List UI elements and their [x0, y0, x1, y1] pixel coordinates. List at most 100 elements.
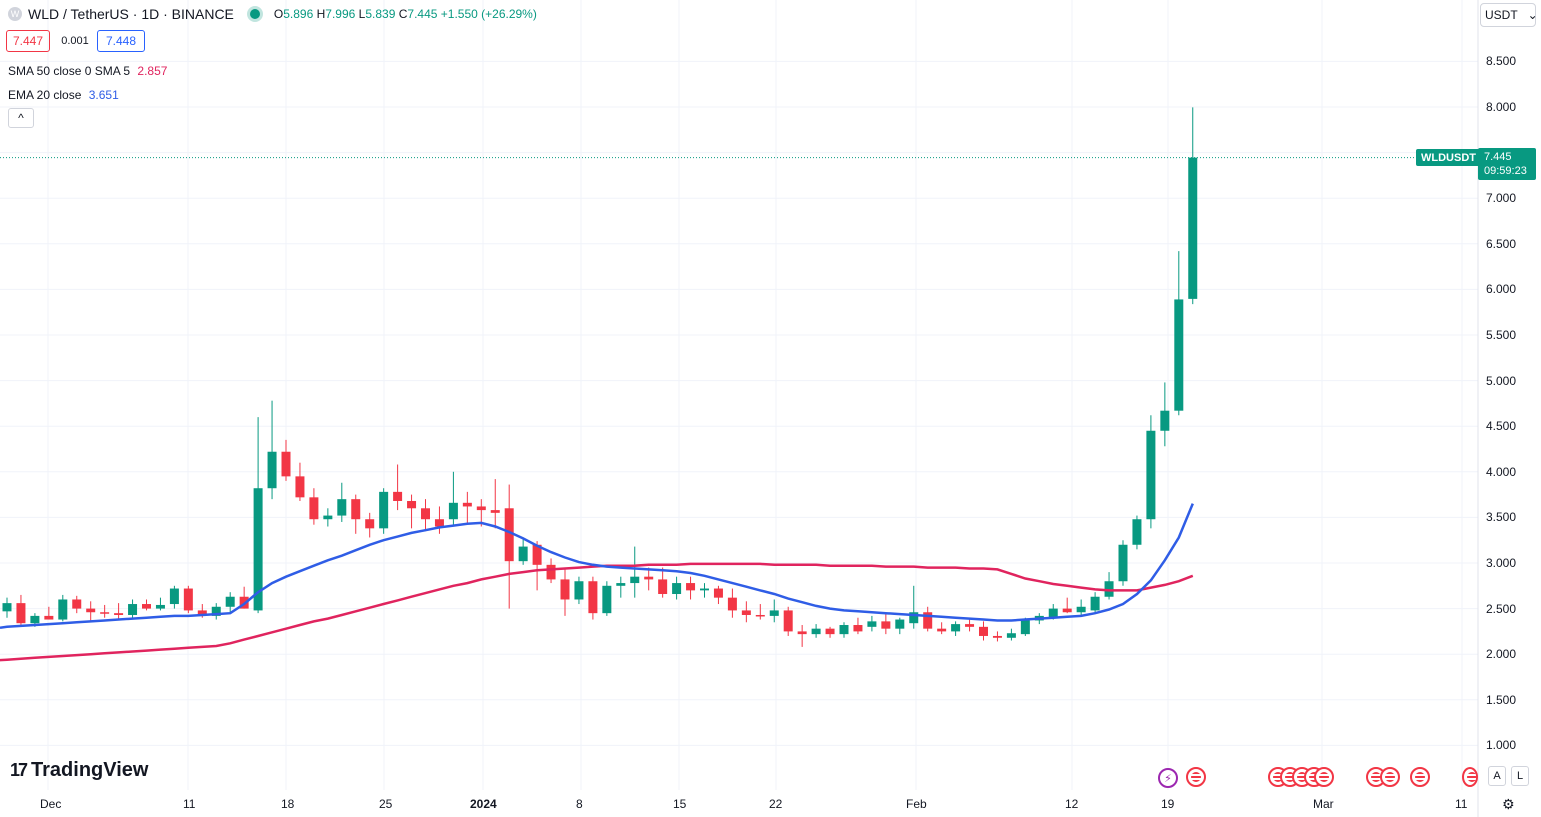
symbol-title[interactable]: WLD / TetherUS · 1D · BINANCE — [28, 6, 234, 22]
sma-indicator-legend[interactable]: SMA 50 close 0 SMA 5 2.857 — [8, 64, 167, 78]
candle — [448, 471, 458, 527]
candle — [58, 594, 68, 622]
candle — [783, 606, 793, 636]
candle-body — [44, 615, 54, 620]
candle-body — [2, 603, 12, 612]
candle — [504, 484, 514, 609]
candle-body — [630, 576, 640, 584]
currency-select[interactable]: USDT ⌄ — [1480, 3, 1538, 27]
candle-body — [644, 576, 654, 580]
buy-button[interactable]: 7.448 — [97, 30, 145, 52]
candle-body — [267, 451, 277, 489]
candle-body — [351, 499, 361, 520]
candle-body — [379, 491, 389, 529]
candle — [713, 585, 723, 605]
candle-body — [923, 612, 933, 629]
candle — [951, 621, 961, 636]
candle-body — [965, 624, 975, 627]
ema-label: EMA 20 close — [8, 88, 82, 102]
candle — [44, 606, 54, 620]
bar-countdown: 09:59:23 — [1484, 165, 1527, 177]
candle — [183, 585, 193, 614]
candle — [560, 567, 570, 616]
ohlc-readout: O5.896 H7.996 L5.839 C7.445 +1.550 (+26.… — [273, 7, 537, 21]
candle — [588, 576, 598, 620]
candle-body — [741, 610, 751, 615]
price-axis-label: 3.000 — [1486, 556, 1517, 570]
candle — [532, 541, 542, 591]
candle-body — [783, 610, 793, 632]
candle — [1132, 515, 1142, 550]
candle — [72, 595, 82, 614]
candle — [1146, 415, 1156, 529]
candle — [407, 494, 417, 529]
time-axis-label: 11 — [1455, 797, 1468, 811]
log-scale-button[interactable]: L — [1511, 766, 1529, 786]
candle-body — [853, 625, 863, 632]
ema-line — [0, 503, 1194, 630]
candle-body — [811, 628, 821, 635]
candle-body — [72, 599, 82, 609]
price-axis-label: 4.000 — [1486, 464, 1517, 479]
candle — [309, 488, 319, 525]
us-flag-event-icon[interactable] — [1186, 767, 1206, 787]
time-axis-label: 25 — [379, 797, 393, 811]
us-flag-event-icon[interactable] — [1410, 767, 1430, 787]
candle-body — [1020, 620, 1030, 635]
candles — [2, 107, 1198, 647]
collapse-legend-button[interactable]: ^ — [8, 108, 34, 128]
world-coin-icon[interactable]: W — [8, 7, 22, 21]
auto-scale-button[interactable]: A — [1488, 766, 1506, 786]
candle-body — [1104, 581, 1114, 597]
candle-body — [909, 612, 919, 624]
sma-value: 2.857 — [137, 64, 168, 78]
candle — [825, 626, 835, 638]
candle-body — [1174, 299, 1184, 411]
candle-body — [672, 583, 682, 595]
chevron-up-icon: ^ — [18, 111, 24, 125]
us-flag-event-icon[interactable] — [1380, 767, 1400, 787]
candle-body — [881, 621, 891, 629]
candle — [225, 592, 235, 614]
candle — [86, 601, 96, 622]
candle — [1006, 628, 1016, 641]
candle-body — [253, 488, 263, 611]
bolt-event-icon[interactable]: ⚡ — [1158, 768, 1178, 788]
candle-body — [309, 497, 319, 520]
candle-body — [323, 515, 333, 520]
candle-body — [797, 631, 807, 635]
gear-icon[interactable]: ⚙ — [1502, 796, 1515, 812]
candle-body — [16, 603, 26, 624]
candle-body — [867, 621, 877, 627]
sell-button[interactable]: 7.447 — [6, 30, 50, 52]
candle-body — [30, 615, 40, 624]
candle — [574, 576, 584, 605]
candle — [992, 631, 1002, 642]
candle — [142, 599, 151, 611]
us-flag-event-icon[interactable] — [1462, 767, 1478, 787]
candle — [379, 488, 389, 534]
candle — [337, 482, 347, 522]
candle — [462, 491, 472, 523]
candle — [811, 624, 821, 638]
candle-body — [365, 519, 375, 529]
candle — [853, 617, 863, 635]
candle-body — [86, 608, 96, 613]
candle — [937, 622, 947, 635]
price-axis-label: 7.000 — [1486, 191, 1517, 206]
candle — [1174, 251, 1184, 416]
us-flag-event-icon[interactable] — [1314, 767, 1334, 787]
candle — [421, 499, 430, 532]
last-price-value: 7.445 — [1484, 151, 1512, 163]
tradingview-logo[interactable]: 17 TradingView — [10, 759, 148, 782]
candle — [1020, 617, 1030, 636]
candle — [253, 417, 263, 614]
candle — [434, 506, 444, 534]
candle-body — [434, 519, 444, 527]
price-axis-label: 5.000 — [1486, 373, 1517, 388]
candle-body — [476, 506, 486, 511]
candle — [546, 558, 556, 584]
price-axis-label: 2.000 — [1486, 647, 1517, 662]
ema-indicator-legend[interactable]: EMA 20 close 3.651 — [8, 88, 119, 102]
